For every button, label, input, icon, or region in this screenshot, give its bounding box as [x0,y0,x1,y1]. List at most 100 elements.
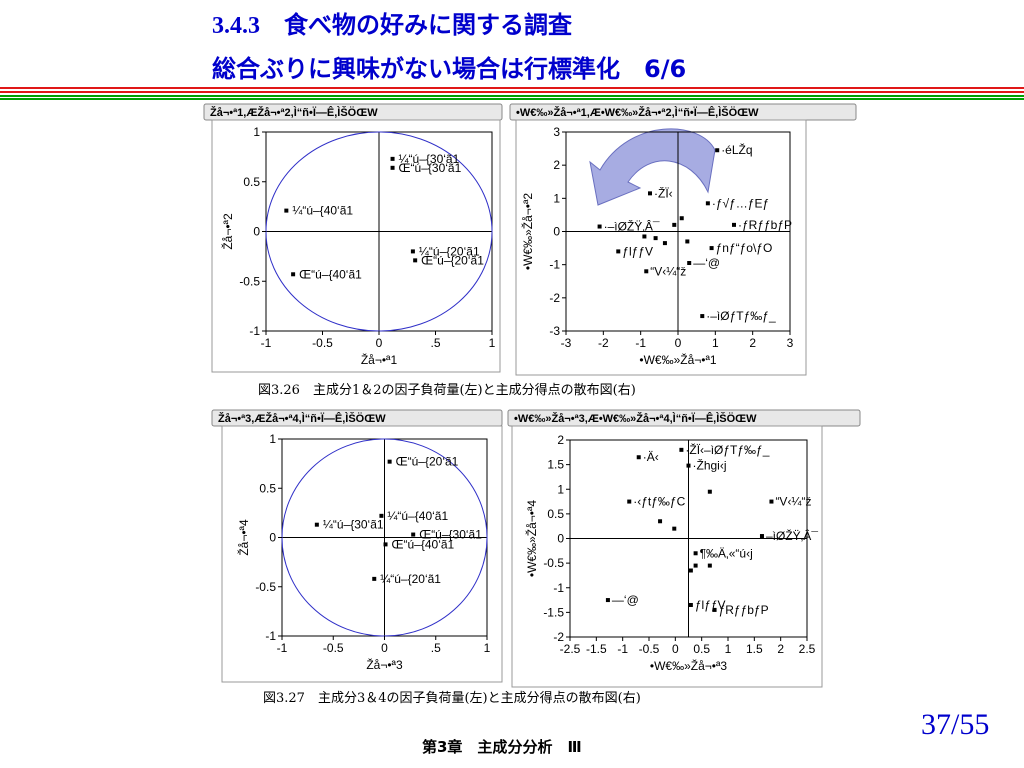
data-point-label: ƒlƒƒV [695,598,726,612]
data-point [410,249,415,254]
data-point-label: ¼“ú–{40‘ã1 [387,509,448,523]
data-point-label: ·ŽÏ‹ [654,185,673,200]
panel3-frame [221,425,503,683]
panel2-frame [515,119,807,376]
data-point [707,489,712,494]
data-point [700,314,705,319]
x-tick-label: 0 [675,336,682,350]
x-tick-label: -1 [617,642,628,656]
data-point-label: ·‹ƒtƒ‰ƒC [633,495,685,509]
data-point [662,241,667,246]
data-point-label: ·Žhgi‹j [693,458,727,473]
y-tick-label: -3 [549,324,560,338]
caption-bottom: 図3.27 主成分3＆4の因子負荷量(左)と主成分得点の散布図(右) [263,690,641,706]
data-point-label: Œ“ú–{20‘ã1 [421,253,484,267]
x-tick-label: -3 [561,336,572,350]
data-point-label: ƒRƒƒbƒP [719,603,769,617]
data-point-label: ·ƒRƒƒbƒP [738,218,792,232]
y-tick-label: 0 [557,532,564,546]
data-point [387,459,392,464]
panel2-label: •W€‰»Žå¬•ª1,Æ•W€‰»Žå¬•ª2,Ì“ñ•Ï—Ê,ÌŠÖŒW [516,106,759,119]
y-tick-label: -1 [249,324,260,338]
panel4-label: •W€‰»Žå¬•ª3,Æ•W€‰»Žå¬•ª4,Ì“ñ•Ï—Ê,ÌŠÖŒW [514,412,757,425]
data-point-label: ƒnƒ“ƒo\ƒO [716,241,773,255]
data-point-label: —‘@ [693,256,720,270]
y-tick-label: -0.5 [239,274,260,288]
data-point-label: Œ“ú–{40‘ã1 [392,537,455,551]
x-tick-label: -0.5 [323,641,344,655]
slide-title-line1: 3.4.3 食べ物の好みに関する調査 [212,11,572,39]
y-tick-label: 3 [553,125,560,139]
data-point [413,258,418,263]
slide-title-line2: 総合ぶりに興味がない場合は行標準化 6/6 [212,55,686,83]
y-tick-label: -1 [549,258,560,272]
data-point [712,607,717,612]
x-tick-label: 1.5 [746,642,763,656]
y-tick-label: 1 [269,432,276,446]
data-point [379,513,384,518]
data-point-label: ¶‰Ä‚«“ú‹j [700,546,753,560]
data-point [648,191,652,196]
x-tick-label: .5 [431,641,441,655]
data-point-label: —‘@ [612,593,639,607]
x-axis-label: •W€‰»Žå¬•ª3 [650,658,728,673]
data-point-label: “V‹¼“ž [775,495,811,509]
data-point [679,216,684,221]
y-axis-label: Žå¬•ª4 [236,519,251,556]
y-axis-label: •W€‰»Žå¬•ª4 [524,500,539,578]
data-point-label: ·Ä‹ [643,450,659,464]
data-point-label: ¼“ú–{30‘ã1 [399,152,460,166]
data-point-label: Œ“ú–{30‘ã1 [399,161,462,175]
data-point-label: “V‹¼“ž [650,264,686,278]
y-tick-label: -2 [553,630,564,644]
data-point [411,532,416,537]
data-point [372,576,377,581]
x-tick-label: 2 [749,336,756,350]
x-tick-label: 1 [725,642,732,656]
x-tick-label: 3 [787,336,794,350]
y-tick-label: -1.5 [543,605,564,619]
data-point-label: Œ“ú–{20‘ã1 [396,455,459,469]
data-point [383,542,388,547]
data-point-label: Œ“ú–{30‘ã1 [419,528,482,542]
data-point [707,563,712,568]
y-tick-label: -0.5 [543,556,564,570]
data-point-label: ·ŽÏ‹–ìØƒTƒ‰ƒ_ [685,442,769,457]
x-tick-label: -0.5 [312,336,333,350]
data-point [284,208,289,213]
curved-arrow-icon [589,128,716,206]
data-point [616,249,621,254]
x-tick-label: -2.5 [560,642,581,656]
x-tick-label: -0.5 [639,642,660,656]
data-point [605,598,610,603]
data-point [686,463,691,468]
x-tick-label: -1 [277,641,288,655]
x-tick-label: 1 [484,641,491,655]
x-tick-label: -1 [261,336,272,350]
data-point-label: ¼“ú–{20‘ã1 [419,244,480,258]
y-tick-label: -1 [265,629,276,643]
y-axis-label: Žå¬•ª2 [220,213,235,250]
y-tick-label: 0.5 [547,507,564,521]
panel3-label: Žå¬•ª3,ÆŽå¬•ª4,Ì“ñ•Ï—Ê,ÌŠÖŒW [218,412,386,425]
data-point-label: ·–ìØŽŸ‚Â¯ [604,219,660,234]
x-tick-label: 0.5 [693,642,710,656]
data-point [314,522,319,527]
x-axis-label: Žå¬•ª1 [361,352,398,367]
data-point [658,519,663,524]
data-point [642,234,647,239]
data-point [732,222,736,227]
x-tick-label: 2.5 [799,642,816,656]
y-axis-label: •W€‰»Žå¬•ª2 [520,193,535,271]
data-point [597,224,602,229]
data-point [679,447,684,452]
data-point [769,499,774,504]
data-point [688,602,693,607]
data-point-label: ¼“ú–{40‘ã1 [292,204,353,218]
data-point-label: ·ƒ√ƒ…ƒEƒ [712,196,769,210]
data-point [693,551,698,556]
data-point [685,239,690,244]
x-tick-label: 0 [381,641,388,655]
x-tick-label: 1 [489,336,496,350]
